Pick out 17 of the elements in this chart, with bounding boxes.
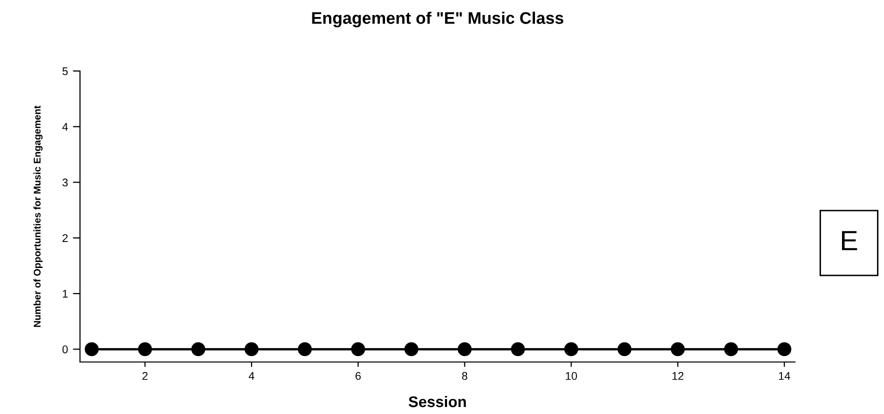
- x-tick-label: 8: [462, 372, 468, 380]
- x-tick-label: 12: [672, 372, 684, 380]
- text: E: [842, 231, 858, 250]
- x-axis-title: Session: [408, 396, 466, 408]
- y-tick-label: 0: [62, 345, 68, 354]
- y-axis-title: Number of Opportunities for Music Engagement: [33, 106, 43, 327]
- x-tick-label: 14: [779, 372, 790, 380]
- x-tick-label: 4: [248, 372, 254, 380]
- y-tick-label: 3: [62, 178, 68, 186]
- x-tick-label: 2: [142, 372, 148, 380]
- y-tick-label: 2: [62, 234, 68, 242]
- chart-title: Engagement of "E" Music Class: [312, 12, 564, 28]
- y-tick-label: 4: [62, 123, 68, 131]
- y-tick-label: 1: [62, 290, 68, 298]
- x-tick-label: 10: [566, 372, 577, 380]
- y-tick-label: 5: [62, 67, 68, 76]
- x-tick-label: 6: [356, 372, 361, 380]
